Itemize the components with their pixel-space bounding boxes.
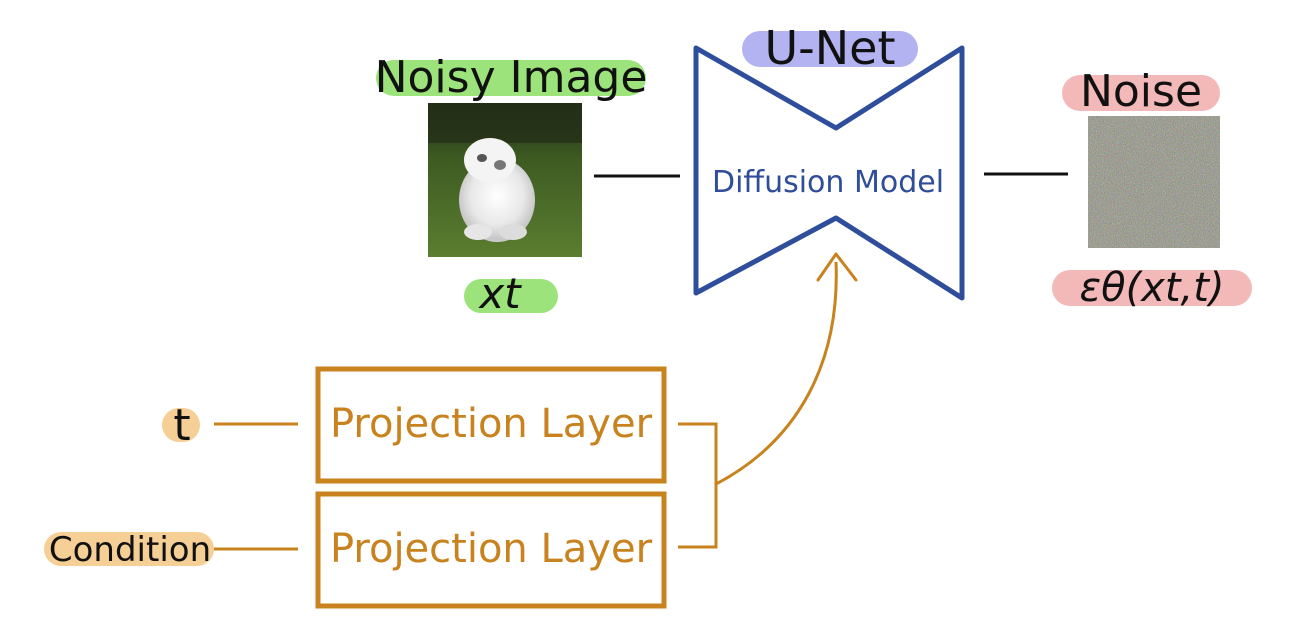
xt-label: xt [477, 269, 522, 318]
merge-bracket [678, 422, 718, 549]
t-highlight [162, 408, 200, 442]
epsilon-label-group: εθ(xt,t) [1052, 265, 1252, 311]
t-input-label: t [173, 400, 190, 451]
arrow-to-unet [715, 261, 838, 486]
projection-layer-2-label: Projection Layer [330, 526, 653, 572]
t-input-group: t [162, 400, 298, 451]
noise-image [1088, 116, 1220, 248]
arrow-head-icon [816, 252, 858, 282]
unet-shape [693, 45, 965, 301]
noisy-image [428, 103, 582, 257]
projection-layer-1-label: Projection Layer [330, 401, 653, 447]
xt-highlight [464, 279, 558, 313]
condition-input-group: Condition [44, 530, 298, 570]
unet-label-group: U-Net [742, 21, 918, 75]
noise-label-group: Noise [1062, 66, 1220, 117]
unet-label: U-Net [764, 21, 895, 75]
merge-connector [678, 252, 858, 549]
condition-highlight [44, 532, 214, 566]
noise-label: Noise [1080, 66, 1202, 117]
epsilon-highlight [1052, 270, 1252, 306]
noise-highlight [1062, 75, 1220, 111]
noisy-image-label: Noisy Image [375, 52, 648, 103]
projection-layer-2: Projection Layer [315, 491, 667, 609]
projection-layer-2-box [315, 491, 667, 609]
noisy-image-highlight [376, 60, 646, 96]
condition-input-label: Condition [49, 530, 211, 570]
diffusion-model-label: Diffusion Model [712, 165, 944, 200]
epsilon-label: εθ(xt,t) [1079, 265, 1224, 311]
noisy-image-label-group: Noisy Image [375, 52, 648, 103]
projection-layer-1: Projection Layer [315, 366, 667, 484]
xt-label-group: xt [464, 269, 558, 318]
projection-layer-1-box [315, 366, 667, 484]
unet-highlight [742, 31, 918, 67]
